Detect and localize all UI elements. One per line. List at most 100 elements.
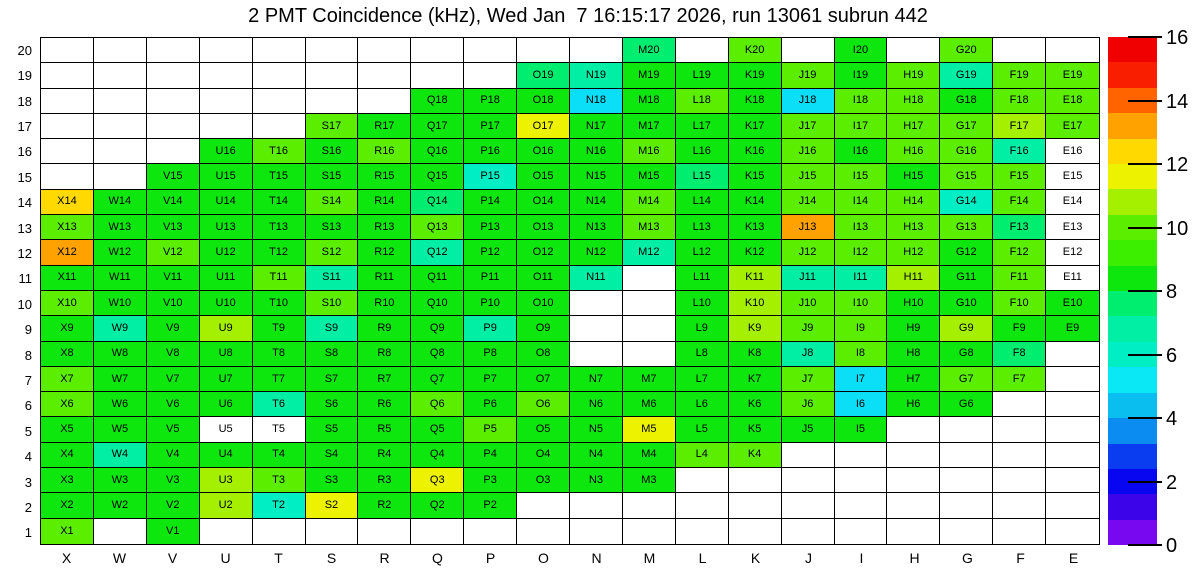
grid-cell: E12 [1046, 240, 1099, 266]
grid-cell: O13 [517, 215, 570, 241]
grid-cell: U3 [199, 468, 253, 494]
grid-cell: M5 [622, 417, 676, 443]
colorbar-band [1108, 265, 1157, 292]
colorbar-tick [1128, 290, 1162, 292]
grid-cell: M6 [622, 392, 676, 418]
grid-cell: M4 [622, 442, 676, 469]
colorbar-tick [1128, 417, 1162, 419]
x-axis-tick-label: K [750, 550, 761, 566]
colorbar-band [1108, 189, 1157, 215]
grid-cell: E11 [1046, 265, 1099, 291]
grid-cell: L9 [675, 316, 729, 342]
colorbar-tick [1128, 99, 1162, 102]
grid-cell: T11 [252, 265, 306, 291]
grid-cell: K6 [728, 392, 782, 418]
y-axis-tick-label: 13 [17, 220, 32, 236]
grid-cell: J5 [781, 417, 835, 443]
grid-cell: Q10 [411, 290, 465, 317]
grid-cell [993, 392, 1047, 418]
grid-cell: G11 [940, 265, 994, 291]
grid-cell: N3 [570, 468, 623, 494]
grid-cell: W6 [93, 392, 147, 418]
grid-cell: U7 [199, 366, 253, 393]
grid-cell: L18 [675, 88, 729, 114]
grid-cell: I12 [834, 240, 888, 266]
grid-cell: L5 [675, 417, 729, 443]
y-axis-tick-label: 10 [17, 296, 32, 312]
grid-cell: X5 [41, 417, 94, 443]
grid-cell: J14 [781, 189, 835, 216]
grid-cell: N12 [570, 240, 623, 266]
grid-cell [675, 38, 729, 64]
grid-cell: G7 [940, 366, 994, 393]
colorbar-tick [1128, 36, 1162, 38]
grid-cell: E13 [1046, 215, 1099, 241]
grid-cell: K14 [728, 189, 782, 216]
grid-cell: Q18 [411, 88, 465, 114]
grid-cell: I16 [834, 139, 888, 165]
grid-cell: J13 [781, 215, 835, 241]
grid-cell [93, 139, 147, 165]
grid-cell: W9 [93, 316, 147, 342]
grid-cell: F15 [993, 164, 1047, 190]
grid-cell [887, 468, 941, 494]
grid-cell: R9 [358, 316, 412, 342]
y-axis-tick-label: 19 [17, 68, 32, 84]
grid-cell: L8 [675, 341, 729, 367]
grid-cell: R11 [358, 265, 412, 291]
grid-cell: Q11 [411, 265, 465, 291]
grid-cell: P5 [464, 417, 518, 443]
grid-cell: X11 [41, 265, 94, 291]
grid-cell [1046, 442, 1099, 469]
grid-cell: T16 [252, 139, 306, 165]
grid-cell: V2 [146, 493, 200, 519]
grid-cell: P2 [464, 493, 518, 519]
grid-cell: T14 [252, 189, 306, 216]
grid-cell: O8 [517, 341, 570, 367]
grid-cell [41, 164, 94, 190]
x-axis-tick-label: T [274, 550, 283, 566]
grid-cell: V6 [146, 392, 200, 418]
grid-cell: Q17 [411, 113, 465, 140]
grid-cell: S7 [305, 366, 359, 393]
grid-cell: L4 [675, 442, 729, 469]
grid-cell: T6 [252, 392, 306, 418]
grid-cell [146, 38, 200, 64]
grid-cell [940, 518, 994, 544]
grid-cell: O16 [517, 139, 570, 165]
grid-cell: V12 [146, 240, 200, 266]
grid-cell: O6 [517, 392, 570, 418]
grid-cell [146, 113, 200, 140]
grid-cell: E9 [1046, 316, 1099, 342]
grid-cell: R4 [358, 442, 412, 469]
grid-cell [41, 88, 94, 114]
grid-cell: H8 [887, 341, 941, 367]
grid-cell [1046, 493, 1099, 519]
grid-cell [41, 139, 94, 165]
grid-cell: L10 [675, 290, 729, 317]
grid-cell: G14 [940, 189, 994, 216]
grid-cell: W10 [93, 290, 147, 317]
grid-cell: Q8 [411, 341, 465, 367]
colorbar-tick-label: 16 [1166, 27, 1189, 49]
grid-cell [834, 493, 888, 519]
grid-cell: I10 [834, 290, 888, 317]
grid-cell: S6 [305, 392, 359, 418]
grid-cell [199, 518, 253, 544]
grid-cell [517, 493, 570, 519]
colorbar-band [1108, 37, 1157, 63]
grid-cell [252, 113, 306, 140]
grid-cell: U8 [199, 341, 253, 367]
colorbar-band [1108, 392, 1157, 419]
grid-cell: O11 [517, 265, 570, 291]
grid-cell: X13 [41, 215, 94, 241]
grid-cell: U2 [199, 493, 253, 519]
grid-cell: E16 [1046, 139, 1099, 165]
grid-cell: P12 [464, 240, 518, 266]
colorbar-tick-label: 6 [1166, 344, 1178, 367]
grid-cell [728, 518, 782, 544]
grid-cell: P10 [464, 290, 518, 317]
grid-cell [93, 113, 147, 140]
grid-cell: F19 [993, 63, 1047, 89]
grid-cell: H10 [887, 290, 941, 317]
